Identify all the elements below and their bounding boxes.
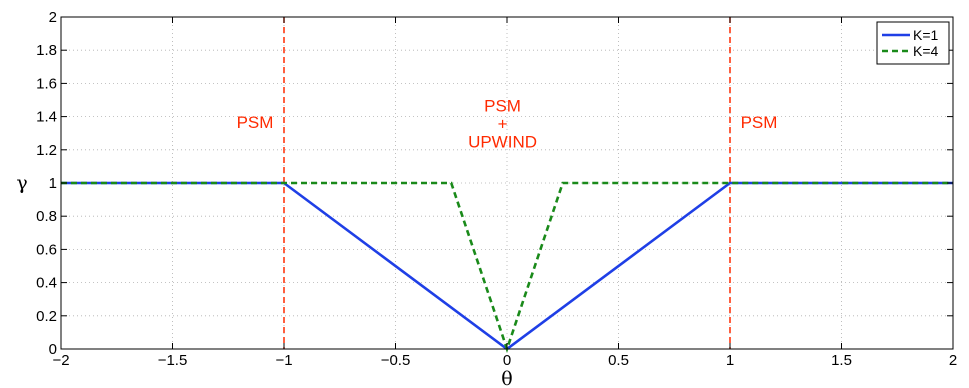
annotation-line: PSM: [484, 97, 521, 116]
y-tick-label: 1.4: [36, 109, 57, 126]
x-tick-label: 1: [726, 352, 734, 369]
region-annotation: PSM + UPWIND: [468, 97, 537, 152]
legend: K=1K=4: [876, 21, 950, 65]
x-tick-label: −1.5: [158, 352, 188, 369]
x-tick-label: −1: [275, 352, 292, 369]
x-tick-label: −0.5: [381, 352, 411, 369]
y-tick-label: 0.8: [36, 208, 57, 225]
legend-label: K=4: [913, 43, 939, 59]
y-tick-label: 1: [49, 175, 57, 192]
y-tick-label: 0.6: [36, 241, 57, 258]
y-tick-label: 0.2: [36, 308, 57, 325]
y-tick-label: 0.4: [36, 275, 57, 292]
reference-lines: [283, 17, 731, 349]
annotation-line: UPWIND: [468, 133, 537, 152]
y-axis-label: γ: [16, 172, 27, 194]
annotation-line: +: [498, 115, 508, 134]
region-annotation: PSM: [741, 113, 778, 132]
y-tick-label: 1.6: [36, 75, 57, 92]
annotation-line: PSM: [237, 113, 274, 132]
axis-ticks: −2 −1.5 −1 −0.5 0 0.5 1 1.5 2 0 0.2 0.4 0.6 0.8 1 1.2 1.…: [36, 9, 957, 369]
annotation-line: PSM: [741, 113, 778, 132]
y-tick-label: 0: [49, 341, 57, 358]
legend-label: K=1: [913, 27, 939, 43]
x-tick-label: −2: [52, 352, 69, 369]
legend-box: [876, 21, 950, 65]
region-annotation: PSM: [237, 113, 274, 132]
y-tick-label: 1.2: [36, 142, 57, 159]
x-tick-label: 2: [949, 352, 957, 369]
x-tick-label: 0.5: [608, 352, 629, 369]
x-tick-label: 1.5: [831, 352, 852, 369]
y-tick-label: 1.8: [36, 42, 57, 59]
x-axis-label: θ: [501, 368, 512, 388]
x-tick-label: 0: [503, 352, 511, 369]
y-tick-label: 2: [49, 9, 57, 26]
